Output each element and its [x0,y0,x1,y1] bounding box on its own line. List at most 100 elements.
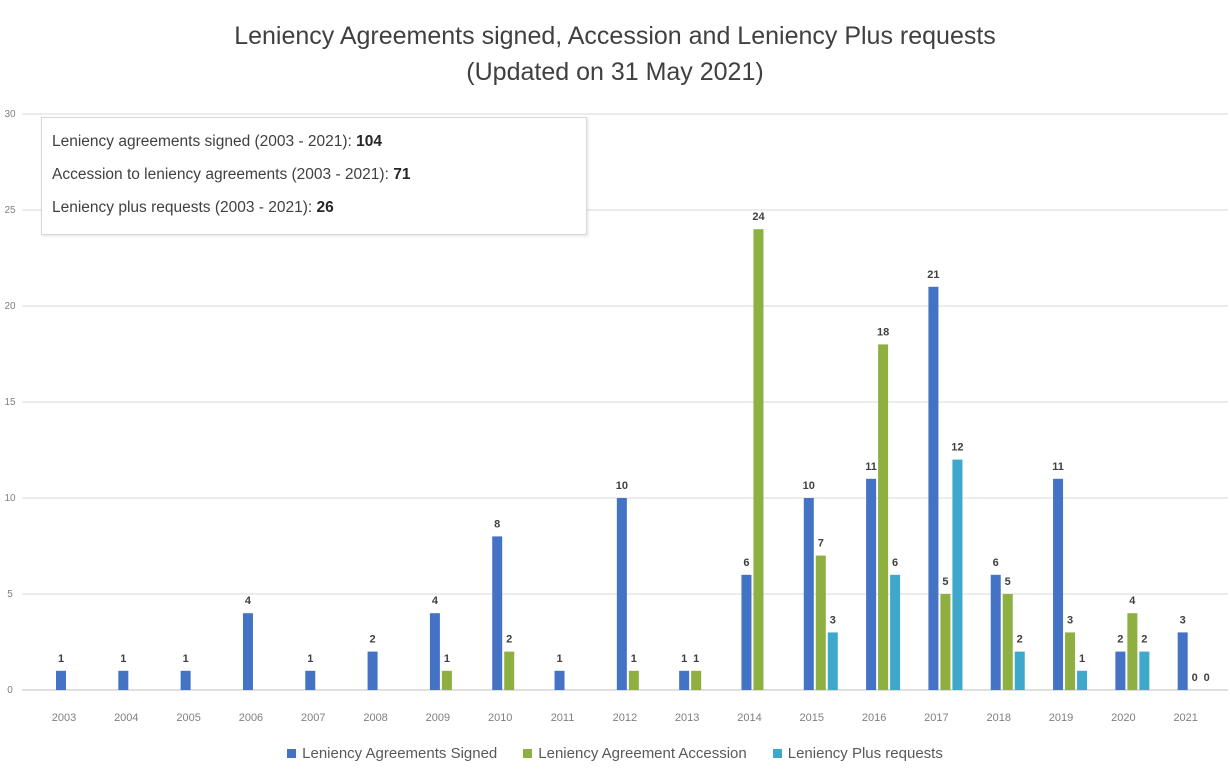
bar-plus-2017 [952,459,963,690]
data-label-accession-2014: 24 [752,211,765,223]
bar-signed-2016 [866,478,877,690]
x-tick-label-2019: 2019 [1049,712,1073,724]
x-tick-label-2003: 2003 [52,712,76,724]
bar-signed-2004 [118,670,129,690]
data-label-signed-2005: 1 [183,653,189,665]
y-tick-label-10: 10 [4,493,16,504]
x-tick-label-2009: 2009 [426,712,450,724]
x-tick-label-2018: 2018 [986,712,1010,724]
bar-plus-2016 [890,574,901,690]
info-label-accession: Accession to leniency agreements (2003 -… [52,166,394,183]
data-label-signed-2014: 6 [743,557,749,569]
data-label-signed-2007: 1 [307,653,313,665]
info-value-plus: 26 [316,199,334,216]
data-label-plus-2016: 6 [892,557,898,569]
legend-item-plus: Leniency Plus requests [772,745,943,762]
data-label-accession-2016: 18 [877,326,889,338]
data-label-plus-2019: 1 [1079,653,1085,665]
x-tick-label-2007: 2007 [301,712,325,724]
data-label-plus-2015: 3 [830,614,836,626]
bar-accession-2018 [1002,594,1013,690]
data-label-signed-2009: 4 [432,595,439,607]
x-tick-label-2013: 2013 [675,712,699,724]
data-label-accession-2020: 4 [1129,595,1136,607]
x-tick-label-2016: 2016 [862,712,886,724]
bar-signed-2009 [429,613,440,690]
chart-title-line-1: Leniency Agreements signed, Accession an… [234,22,996,50]
bar-signed-2019 [1053,478,1064,690]
y-tick-label-30: 30 [4,109,16,120]
bar-accession-2010 [504,651,515,690]
info-value-signed: 104 [356,133,383,150]
bar-signed-2010 [492,536,503,690]
x-tick-label-2020: 2020 [1111,712,1135,724]
bar-signed-2013 [679,670,690,690]
bar-accession-2013 [691,670,702,690]
legend-swatch-plus [772,749,782,758]
info-line-signed: Leniency agreements signed (2003 - 2021)… [52,132,586,165]
data-label-accession-2018: 5 [1005,576,1011,588]
chart-legend: Leniency Agreements Signed Leniency Agre… [0,745,1230,762]
x-tick-label-2012: 2012 [613,712,637,724]
data-label-signed-2011: 1 [556,653,562,665]
bar-signed-2018 [990,574,1001,690]
data-label-accession-2015: 7 [818,538,824,550]
bar-signed-2021 [1177,632,1188,690]
data-label-signed-2018: 6 [993,557,999,569]
bar-accession-2012 [628,670,639,690]
legend-label-plus: Leniency Plus requests [787,745,943,762]
y-tick-label-15: 15 [4,397,16,408]
x-tick-label-2011: 2011 [551,712,575,724]
bar-signed-2007 [305,670,316,690]
legend-swatch-accession [523,749,533,758]
bar-accession-2009 [441,670,452,690]
y-tick-label-20: 20 [4,301,16,312]
bar-plus-2015 [827,632,838,690]
totals-info-box: Leniency agreements signed (2003 - 2021)… [41,117,587,235]
bar-signed-2006 [242,613,253,690]
data-label-plus-2021: 0 [1204,672,1210,684]
bar-accession-2017 [940,594,951,690]
data-label-signed-2004: 1 [120,653,126,665]
bar-accession-2016 [878,344,889,690]
data-label-accession-2017: 5 [942,576,948,588]
data-label-signed-2003: 1 [58,653,64,665]
bar-accession-2014 [753,229,764,690]
data-label-signed-2006: 4 [245,595,252,607]
data-label-plus-2020: 2 [1141,634,1147,646]
bar-signed-2014 [741,574,752,690]
data-label-accession-2009: 1 [444,653,450,665]
data-label-signed-2015: 10 [803,480,815,492]
x-tick-label-2017: 2017 [924,712,948,724]
legend-label-accession: Leniency Agreement Accession [538,745,747,762]
data-label-signed-2020: 2 [1117,634,1123,646]
x-tick-label-2004: 2004 [114,712,138,724]
data-label-accession-2021: 0 [1192,672,1198,684]
bar-signed-2011 [554,670,565,690]
bar-signed-2008 [367,651,378,690]
y-tick-label-25: 25 [4,205,16,216]
bar-signed-2017 [928,286,939,690]
bar-plus-2020 [1139,651,1150,690]
x-tick-label-2010: 2010 [488,712,512,724]
bar-signed-2012 [616,498,627,690]
data-label-signed-2012: 10 [616,480,628,492]
data-label-plus-2017: 12 [951,442,963,454]
legend-item-signed: Leniency Agreements Signed [287,745,497,762]
y-tick-label-5: 5 [7,589,13,600]
info-label-signed: Leniency agreements signed (2003 - 2021)… [52,133,357,150]
legend-swatch-signed [287,749,297,758]
bar-signed-2003 [56,670,66,690]
data-label-signed-2013: 1 [681,653,687,665]
data-label-accession-2013: 1 [693,653,699,665]
chart-title-line-2: (Updated on 31 May 2021) [466,58,764,86]
bar-signed-2020 [1115,651,1126,690]
x-tick-label-2021: 2021 [1173,712,1197,724]
data-label-signed-2016: 11 [865,461,877,473]
data-label-accession-2010: 2 [506,634,512,646]
bar-signed-2005 [180,670,191,690]
info-line-accession: Accession to leniency agreements (2003 -… [52,165,586,198]
bar-accession-2020 [1127,613,1138,690]
data-label-signed-2017: 21 [927,269,939,281]
